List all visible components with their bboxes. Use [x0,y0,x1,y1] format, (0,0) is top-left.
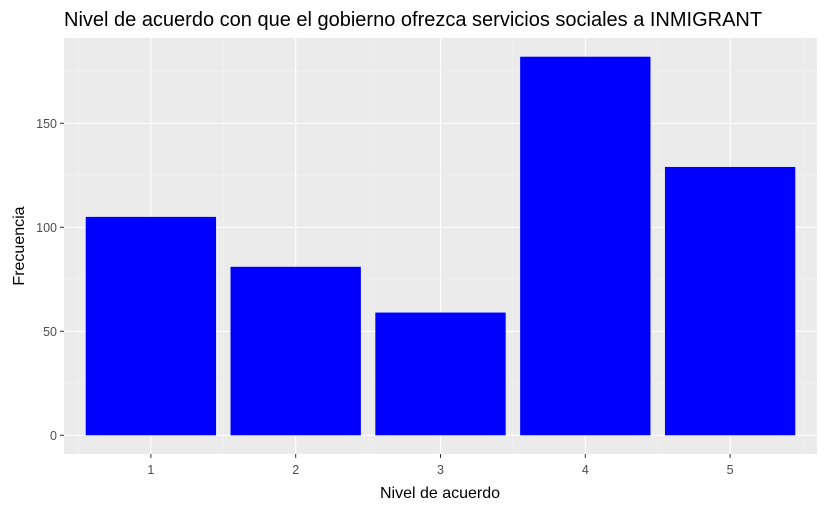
bar-1 [85,216,217,436]
bars [85,56,796,436]
x-axis-title: Nivel de acuerdo [380,485,500,502]
y-axis: 0 50 100 150 [36,117,64,443]
x-tick-label: 5 [727,463,734,477]
y-tick-label: 50 [43,325,57,339]
bar-3 [375,312,506,436]
x-tick-label: 1 [147,463,154,477]
y-tick-label: 150 [36,117,57,131]
bar-4 [520,56,651,436]
y-tick-label: 0 [50,429,57,443]
y-axis-title: Frecuencia [11,206,28,285]
chart-title: Nivel de acuerdo con que el gobierno ofr… [64,9,762,31]
x-tick-label: 2 [292,463,299,477]
bar-2 [230,266,361,436]
x-axis: 1 2 3 4 5 [147,454,734,477]
x-tick-label: 4 [582,463,589,477]
x-tick-label: 3 [437,463,444,477]
bar-5 [664,166,796,436]
y-tick-label: 100 [36,221,57,235]
